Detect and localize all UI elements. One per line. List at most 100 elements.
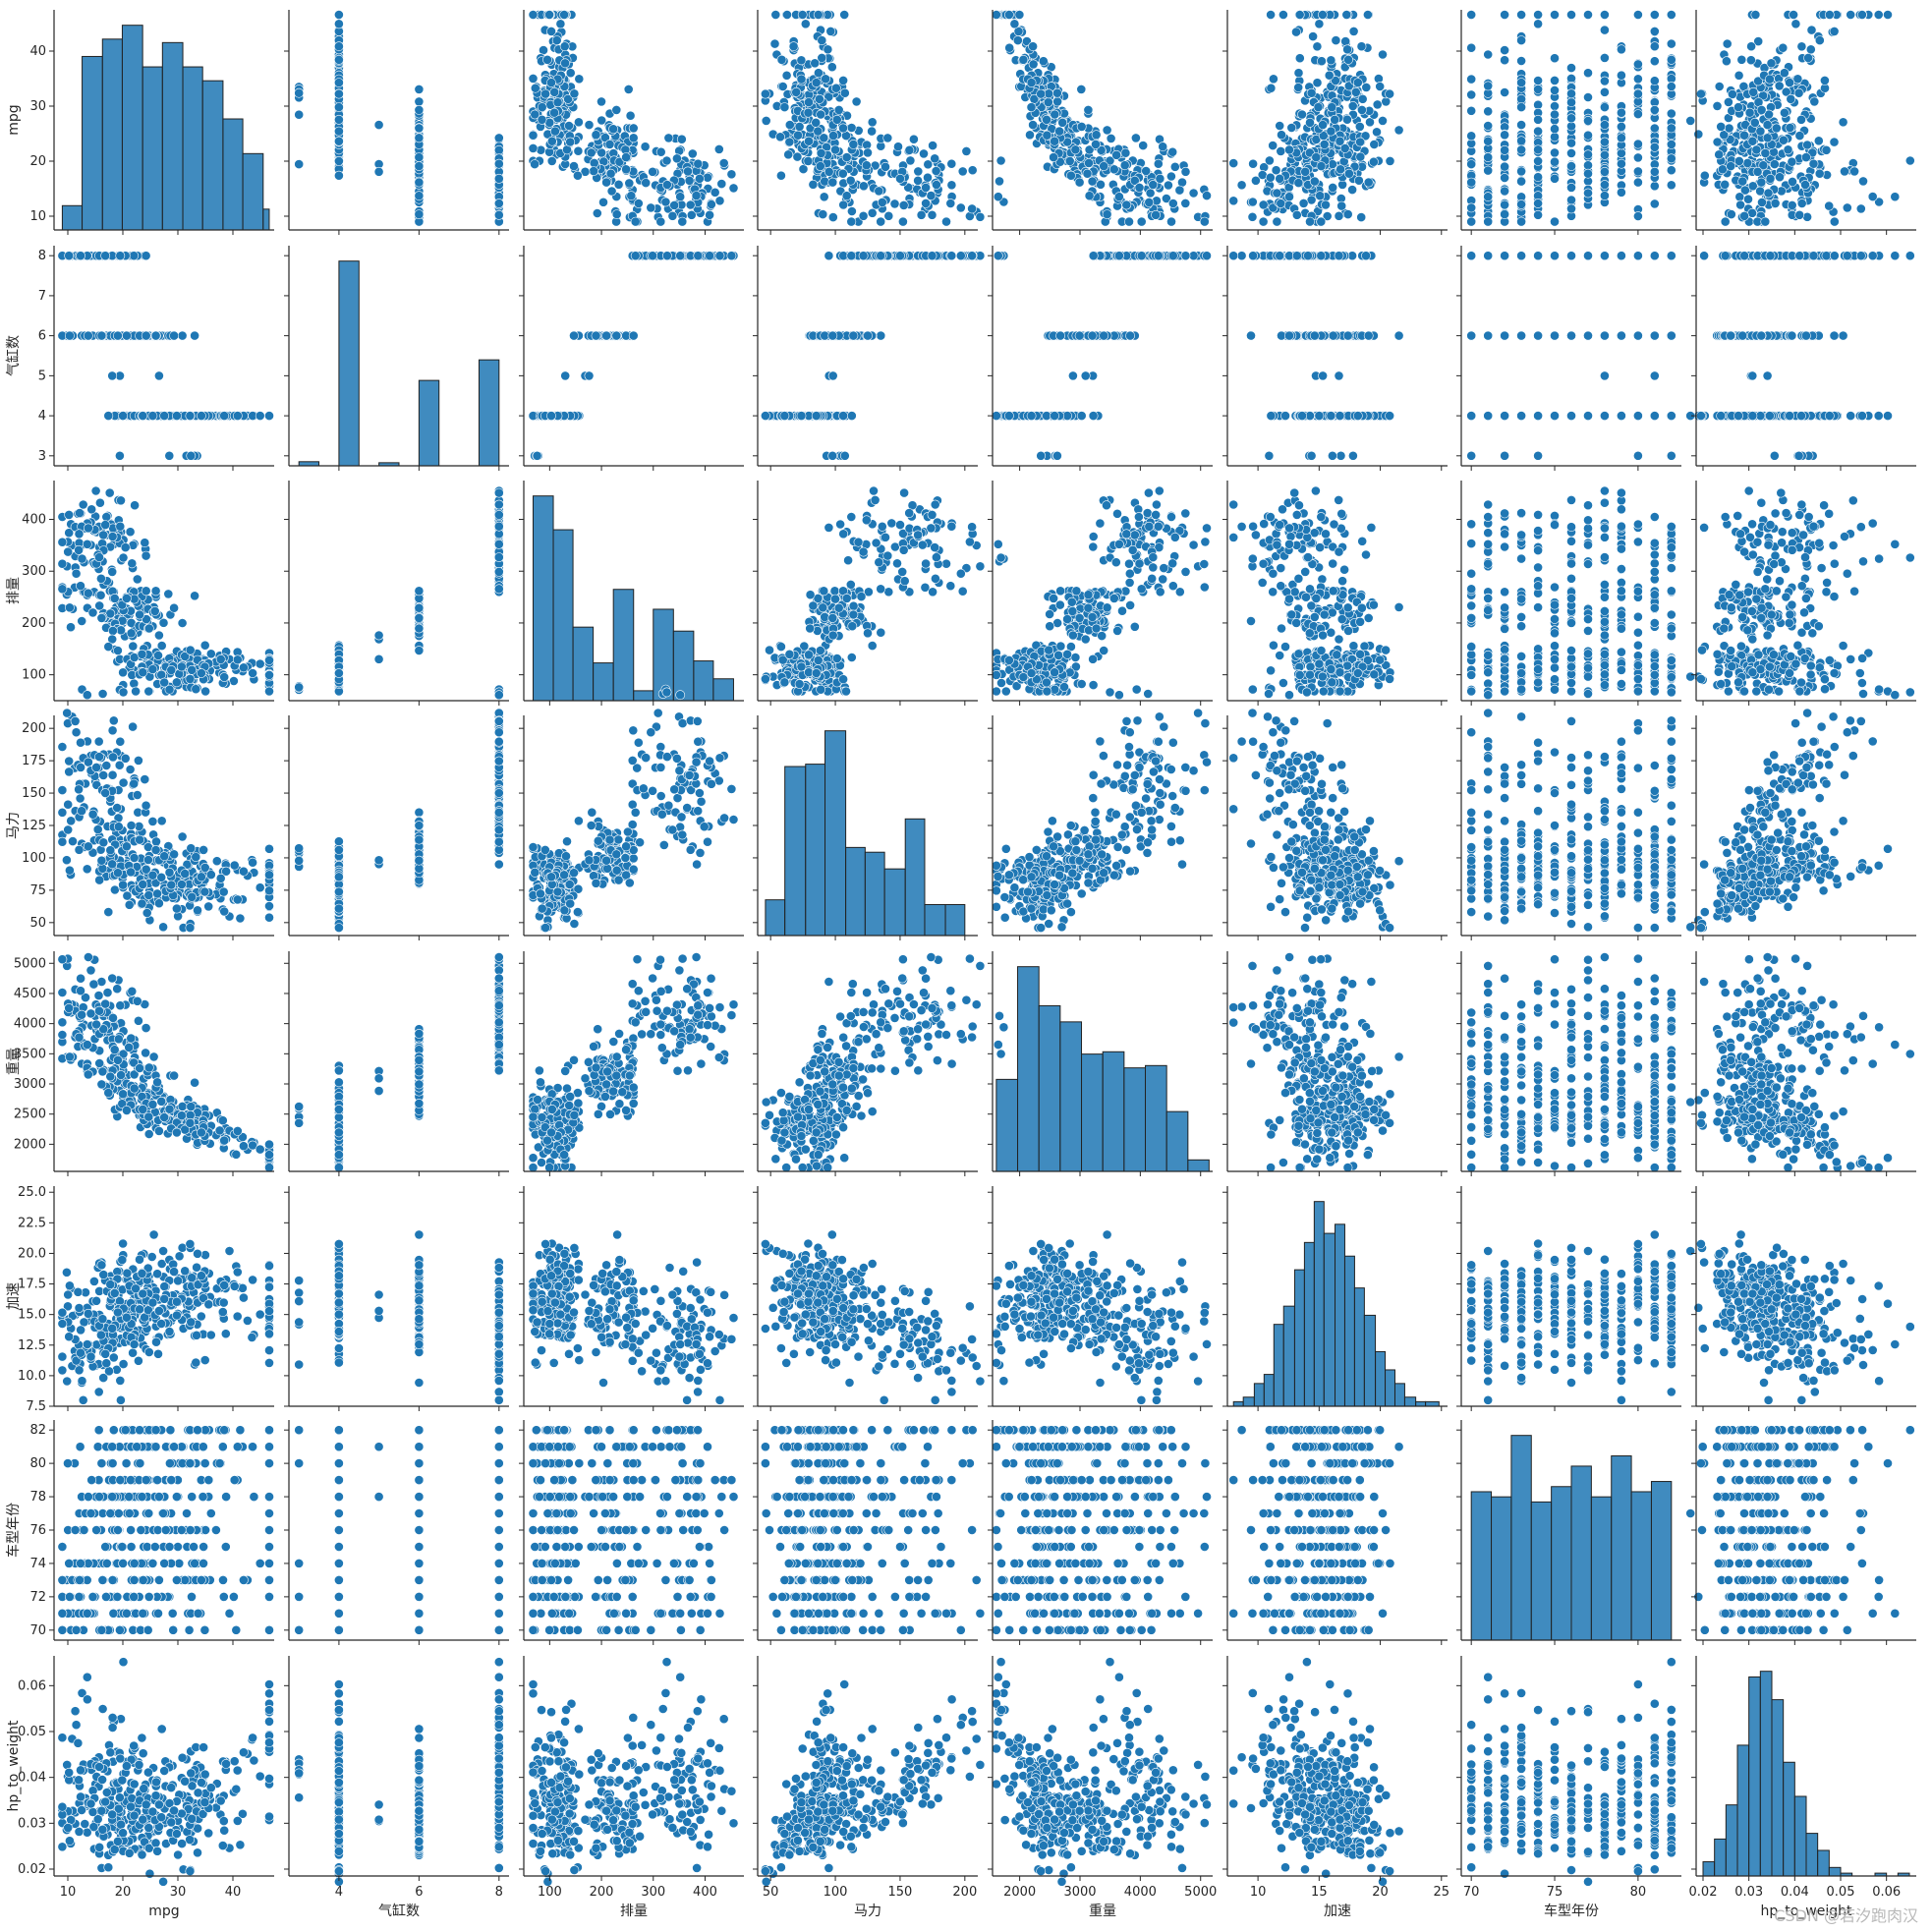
point-mpg-acc-373 — [1319, 139, 1330, 149]
point-mpg-year-315 — [1649, 41, 1660, 52]
point-mpg-disp-207 — [713, 143, 724, 154]
point-mpg-cyl-387 — [414, 177, 425, 188]
point-mpg-acc-193 — [1336, 200, 1347, 211]
point-mpg-hpw-325 — [1733, 155, 1744, 166]
point-cyl-mpg-388 — [64, 251, 75, 261]
point-mpg-hp-102 — [798, 164, 809, 174]
point-mpg-acc-378 — [1357, 105, 1367, 115]
point-mpg-wt-371 — [1042, 114, 1051, 125]
hist-bar-mpg-4 — [142, 66, 163, 231]
point-mpg-hp-359 — [776, 54, 787, 65]
point-mpg-hpw-209 — [1746, 55, 1756, 66]
point-mpg-disp-357 — [565, 137, 576, 147]
point-mpg-cyl-315 — [333, 41, 344, 52]
point-mpg-year-305 — [1649, 56, 1660, 67]
point-mpg-year-371 — [1533, 114, 1543, 125]
point-mpg-year-185 — [1666, 180, 1676, 191]
point-cyl-wt-292 — [1088, 251, 1099, 261]
point-cyl-mpg-289 — [186, 450, 197, 461]
point-cyl-acc-189 — [1328, 450, 1337, 461]
point-cyl-wt-377 — [1136, 251, 1147, 261]
point-mpg-hpw-305 — [1722, 56, 1732, 67]
point-mpg-hpw-350 — [1762, 120, 1773, 130]
point-mpg-disp-362 — [621, 152, 631, 162]
point-mpg-year-82 — [1566, 195, 1576, 205]
point-cyl-disp-289 — [532, 450, 542, 461]
point-mpg-hp-65 — [867, 117, 878, 128]
point-mpg-acc-96 — [1247, 211, 1258, 222]
point-mpg-wt-362 — [1049, 152, 1058, 162]
point-mpg-acc-28 — [1294, 53, 1305, 64]
point-mpg-year-369 — [1583, 130, 1593, 141]
point-mpg-hp-268 — [784, 120, 795, 130]
point-mpg-disp-284 — [641, 178, 652, 188]
point-cyl-hp-289 — [839, 450, 850, 461]
point-mpg-hpw-249 — [1742, 157, 1753, 168]
point-cyl-mpg-248 — [141, 251, 151, 261]
point-mpg-wt-358 — [1096, 179, 1106, 190]
point-mpg-year-378 — [1649, 105, 1660, 115]
point-cyl-mpg-383 — [100, 251, 111, 261]
point-mpg-hp-303 — [828, 131, 838, 141]
point-mpg-year-125 — [1516, 56, 1526, 66]
point-mpg-acc-304 — [1286, 123, 1297, 133]
point-mpg-wt-271 — [1119, 160, 1130, 171]
point-mpg-hpw-311 — [1780, 107, 1790, 118]
point-cyl-mpg-325 — [118, 411, 128, 421]
point-mpg-hp-312 — [777, 82, 788, 91]
point-mpg-acc-325 — [1385, 155, 1395, 166]
point-mpg-disp-372 — [633, 199, 644, 208]
point-mpg-hp-302 — [955, 202, 966, 213]
point-mpg-year-296 — [1617, 44, 1626, 55]
point-mpg-acc-324 — [1266, 83, 1277, 93]
point-mpg-disp-377 — [630, 216, 641, 227]
point-mpg-hpw-379 — [1726, 161, 1736, 171]
point-mpg-disp-364 — [675, 192, 686, 202]
point-mpg-wt-368 — [1050, 109, 1060, 120]
point-mpg-hpw-26 — [1858, 176, 1868, 187]
point-mpg-year-258 — [1533, 172, 1543, 183]
point-mpg-disp-292 — [683, 166, 693, 177]
point-mpg-hp-361 — [761, 88, 770, 99]
point-mpg-wt-54 — [1164, 180, 1173, 191]
point-mpg-acc-294 — [1293, 83, 1304, 92]
hist-bar-mpg-0 — [61, 204, 84, 231]
point-mpg-hpw-382 — [1755, 126, 1766, 137]
point-mpg-hpw-275 — [1685, 116, 1696, 126]
point-mpg-year-251 — [1516, 10, 1526, 20]
point-cyl-acc-374 — [1328, 330, 1338, 341]
point-mpg-disp-353 — [555, 19, 566, 29]
point-mpg-disp-358 — [613, 179, 624, 190]
point-mpg-hpw-383 — [1765, 173, 1776, 184]
point-mpg-acc-110 — [1308, 31, 1318, 41]
point-mpg-hpw-364 — [1890, 192, 1901, 202]
point-cyl-acc-289 — [1306, 450, 1317, 461]
point-mpg-acc-385 — [1335, 136, 1345, 146]
point-mpg-year-290 — [1516, 216, 1526, 227]
point-mpg-wt-334 — [1202, 191, 1212, 200]
point-mpg-acc-67 — [1291, 27, 1301, 37]
point-mpg-acc-361 — [1385, 88, 1394, 99]
point-mpg-acc-316 — [1265, 172, 1276, 183]
point-mpg-disp-293 — [655, 216, 666, 227]
point-mpg-hp-164 — [916, 209, 927, 220]
point-mpg-acc-281 — [1269, 74, 1279, 85]
point-mpg-acc-308 — [1344, 168, 1354, 179]
point-mpg-disp-87 — [623, 85, 634, 94]
point-mpg-acc-309 — [1228, 196, 1239, 206]
point-cyl-mpg-87 — [190, 330, 199, 341]
point-mpg-hpw-289 — [1793, 87, 1804, 98]
point-cyl-mpg-350 — [153, 370, 164, 381]
point-mpg-acc-341 — [1272, 188, 1282, 199]
point-mpg-disp-324 — [530, 83, 540, 93]
point-mpg-disp-248 — [663, 133, 674, 143]
point-mpg-hpw-340 — [1750, 10, 1761, 20]
point-cyl-disp-379 — [569, 330, 579, 341]
point-mpg-year-372 — [1533, 199, 1543, 208]
point-mpg-wt-386 — [1087, 176, 1098, 187]
point-mpg-hp-262 — [825, 26, 836, 36]
point-mpg-hp-324 — [831, 83, 841, 93]
point-mpg-hp-330 — [815, 93, 824, 104]
point-cyl-disp-380 — [662, 251, 672, 261]
point-mpg-wt-379 — [1099, 161, 1109, 171]
